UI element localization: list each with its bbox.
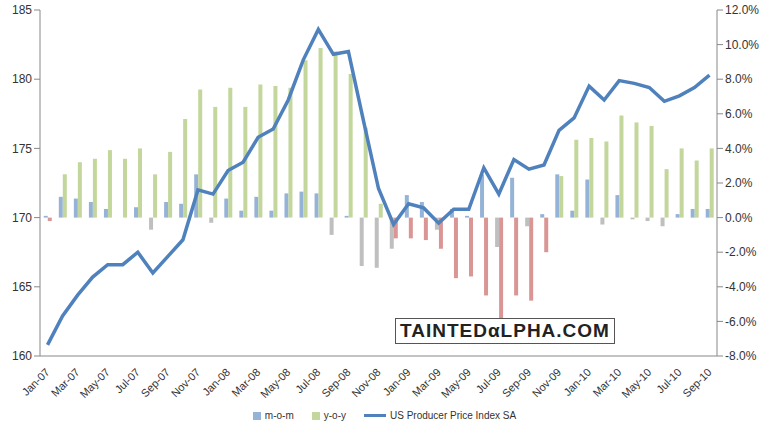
svg-text:Jul-08: Jul-08 (292, 365, 323, 396)
svg-text:-4.0%: -4.0% (725, 280, 757, 294)
svg-text:4.0%: 4.0% (725, 142, 753, 156)
svg-text:May-10: May-10 (619, 366, 653, 400)
html-text:y-o-y: y-o-y (323, 410, 346, 421)
svg-text:Sep-10: Sep-10 (680, 366, 714, 400)
svg-text:Sep-08: Sep-08 (319, 366, 353, 400)
svg-text:Mar-08: Mar-08 (229, 366, 262, 399)
svg-text:Nov-07: Nov-07 (169, 366, 203, 400)
svg-text:Sep-09: Sep-09 (500, 366, 534, 400)
svg-text:Mar-10: Mar-10 (590, 366, 623, 399)
svg-text:175: 175 (12, 142, 32, 156)
svg-text:-8.0%: -8.0% (725, 349, 757, 363)
svg-text:165: 165 (12, 280, 32, 294)
html-text:US Producer Price Index SA: US Producer Price Index SA (390, 410, 517, 421)
svg-text:Jan-10: Jan-10 (561, 366, 593, 398)
svg-text:May-09: May-09 (439, 366, 473, 400)
svg-text:Nov-08: Nov-08 (349, 366, 383, 400)
svg-text:Sep-07: Sep-07 (139, 366, 173, 400)
svg-text:-2.0%: -2.0% (725, 245, 757, 259)
svg-text:Jul-07: Jul-07 (112, 365, 142, 396)
svg-text:-6.0%: -6.0% (725, 315, 757, 329)
svg-text:8.0%: 8.0% (725, 72, 753, 86)
svg-text:May-07: May-07 (78, 366, 112, 400)
svg-text:170: 170 (12, 211, 32, 225)
svg-text:180: 180 (12, 72, 32, 86)
svg-text:Mar-07: Mar-07 (49, 366, 82, 399)
html-text:m-o-m: m-o-m (264, 410, 294, 421)
svg-text:12.0%: 12.0% (725, 3, 759, 17)
svg-text:185: 185 (12, 3, 32, 17)
svg-text:May-08: May-08 (258, 366, 292, 400)
svg-text:Jul-10: Jul-10 (654, 365, 684, 396)
svg-text:Jan-07: Jan-07 (19, 366, 51, 398)
svg-text:6.0%: 6.0% (725, 107, 753, 121)
svg-text:2.0%: 2.0% (725, 176, 753, 190)
svg-text:160: 160 (12, 349, 32, 363)
html-text:TAINTEDαLPHA.COM: TAINTEDαLPHA.COM (400, 320, 610, 341)
svg-text:0.0%: 0.0% (725, 211, 753, 225)
svg-text:Jul-09: Jul-09 (473, 365, 504, 396)
svg-text:10.0%: 10.0% (725, 38, 759, 52)
svg-text:Jan-09: Jan-09 (381, 366, 413, 398)
svg-text:Mar-09: Mar-09 (410, 366, 443, 399)
svg-text:Nov-09: Nov-09 (530, 366, 564, 400)
svg-text:Jan-08: Jan-08 (200, 366, 232, 398)
